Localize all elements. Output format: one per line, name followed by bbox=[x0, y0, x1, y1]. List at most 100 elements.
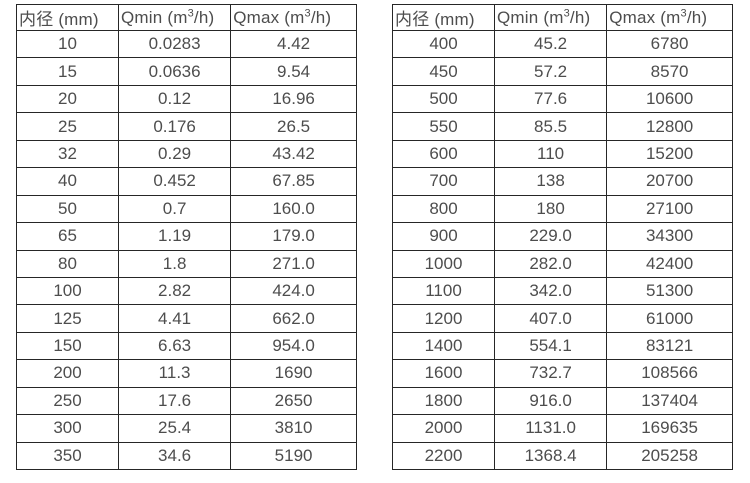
table-cell: 271.0 bbox=[230, 249, 357, 278]
table-cell: 1600 bbox=[392, 359, 495, 388]
table-cell: 600 bbox=[392, 139, 495, 169]
table-cell: 85.5 bbox=[493, 112, 608, 141]
table-row: 10 0.0283 4.42 bbox=[16, 29, 357, 59]
table-cell: 205258 bbox=[606, 441, 733, 471]
table-cell: 2200 bbox=[392, 441, 495, 471]
table-row: 600 110 15200 bbox=[392, 139, 733, 169]
table-cell: 700 bbox=[392, 167, 495, 196]
table-cell: 0.0283 bbox=[117, 29, 232, 59]
table-cell: 2000 bbox=[392, 414, 495, 443]
table-cell: 554.1 bbox=[493, 331, 608, 361]
table-cell: 342.0 bbox=[493, 276, 608, 306]
table-cell: 0.29 bbox=[117, 139, 232, 169]
table-cell: 57.2 bbox=[493, 57, 608, 86]
table-row: 15 0.0636 9.54 bbox=[16, 57, 357, 86]
table-cell: 662.0 bbox=[230, 304, 357, 333]
table-row: 550 85.5 12800 bbox=[392, 112, 733, 141]
table-cell: 0.12 bbox=[117, 84, 232, 114]
table-row: 2200 1368.4 205258 bbox=[392, 441, 733, 471]
table-cell: 250 bbox=[16, 386, 119, 416]
table-cell: 3810 bbox=[230, 414, 357, 443]
table-cell: 0.452 bbox=[117, 167, 232, 196]
table-cell: 550 bbox=[392, 112, 495, 141]
table-cell: 100 bbox=[16, 276, 119, 306]
table-cell: 4.42 bbox=[230, 29, 357, 59]
flow-rate-table-small-diameters: 内径 (mm) Qmin (m3/h) Qmax (m3/h) 10 0.0283 4.… bbox=[16, 4, 357, 471]
table-cell: 1200 bbox=[392, 304, 495, 333]
table-cell: 1400 bbox=[392, 331, 495, 361]
table-cell: 350 bbox=[16, 441, 119, 471]
column-header: 内径 (mm) bbox=[392, 4, 495, 31]
table-cell: 800 bbox=[392, 194, 495, 224]
superscript-3: 3 bbox=[304, 6, 311, 19]
table-cell: 300 bbox=[16, 414, 119, 443]
table-cell: 137404 bbox=[606, 386, 733, 416]
table-cell: 400 bbox=[392, 29, 495, 59]
table-cell: 954.0 bbox=[230, 331, 357, 361]
table-cell: 2.82 bbox=[117, 276, 232, 306]
table-row: 125 4.41 662.0 bbox=[16, 304, 357, 333]
superscript-3: 3 bbox=[680, 6, 687, 19]
table-row: 20 0.12 16.96 bbox=[16, 84, 357, 114]
table-cell: 34300 bbox=[606, 222, 733, 251]
table-cell: 20700 bbox=[606, 167, 733, 196]
table-cell: 51300 bbox=[606, 276, 733, 306]
table-cell: 150 bbox=[16, 331, 119, 361]
table-row: 1800 916.0 137404 bbox=[392, 386, 733, 416]
table-cell: 40 bbox=[16, 167, 119, 196]
table-cell: 27100 bbox=[606, 194, 733, 224]
table-row: 50 0.7 160.0 bbox=[16, 194, 357, 224]
table-cell: 45.2 bbox=[493, 29, 608, 59]
table-cell: 11.3 bbox=[117, 359, 232, 388]
table-cell: 83121 bbox=[606, 331, 733, 361]
table-cell: 0.7 bbox=[117, 194, 232, 224]
table-row: 1000 282.0 42400 bbox=[392, 249, 733, 278]
column-header: Qmax (m3/h) bbox=[230, 4, 357, 31]
table-cell: 138 bbox=[493, 167, 608, 196]
table-row: 800 180 27100 bbox=[392, 194, 733, 224]
table-cell: 1368.4 bbox=[493, 441, 608, 471]
table-cell: 407.0 bbox=[493, 304, 608, 333]
table-row: 200 11.3 1690 bbox=[16, 359, 357, 388]
table-cell: 17.6 bbox=[117, 386, 232, 416]
table-cell: 1131.0 bbox=[493, 414, 608, 443]
table-cell: 10600 bbox=[606, 84, 733, 114]
flow-rate-table-large-diameters: 内径 (mm) Qmin (m3/h) Qmax (m3/h) 400 45.2 678… bbox=[392, 4, 733, 471]
column-header: Qmin (m3/h) bbox=[493, 4, 608, 31]
table-cell: 110 bbox=[493, 139, 608, 169]
table-cell: 500 bbox=[392, 84, 495, 114]
table-cell: 180 bbox=[493, 194, 608, 224]
superscript-3: 3 bbox=[563, 6, 570, 19]
table-cell: 2650 bbox=[230, 386, 357, 416]
table-cell: 77.6 bbox=[493, 84, 608, 114]
table-cell: 160.0 bbox=[230, 194, 357, 224]
table-cell: 61000 bbox=[606, 304, 733, 333]
table-cell: 125 bbox=[16, 304, 119, 333]
table-cell: 10 bbox=[16, 29, 119, 59]
table-cell: 80 bbox=[16, 249, 119, 278]
table-cell: 6.63 bbox=[117, 331, 232, 361]
table-cell: 1690 bbox=[230, 359, 357, 388]
table-row: 900 229.0 34300 bbox=[392, 222, 733, 251]
table-row: 1200 407.0 61000 bbox=[392, 304, 733, 333]
table-cell: 916.0 bbox=[493, 386, 608, 416]
table-cell: 67.85 bbox=[230, 167, 357, 196]
table-cell: 34.6 bbox=[117, 441, 232, 471]
table-row: 1600 732.7 108566 bbox=[392, 359, 733, 388]
table-cell: 1000 bbox=[392, 249, 495, 278]
table-row: 32 0.29 43.42 bbox=[16, 139, 357, 169]
table-cell: 229.0 bbox=[493, 222, 608, 251]
table-cell: 282.0 bbox=[493, 249, 608, 278]
table-cell: 4.41 bbox=[117, 304, 232, 333]
table-cell: 1.19 bbox=[117, 222, 232, 251]
table-cell: 26.5 bbox=[230, 112, 357, 141]
column-header: Qmax (m3/h) bbox=[606, 4, 733, 31]
table-row: 450 57.2 8570 bbox=[392, 57, 733, 86]
table-cell: 15 bbox=[16, 57, 119, 86]
table-cell: 1.8 bbox=[117, 249, 232, 278]
table-cell: 108566 bbox=[606, 359, 733, 388]
table-row: 40 0.452 67.85 bbox=[16, 167, 357, 196]
table-row: 80 1.8 271.0 bbox=[16, 249, 357, 278]
table-cell: 12800 bbox=[606, 112, 733, 141]
table-row: 100 2.82 424.0 bbox=[16, 276, 357, 306]
